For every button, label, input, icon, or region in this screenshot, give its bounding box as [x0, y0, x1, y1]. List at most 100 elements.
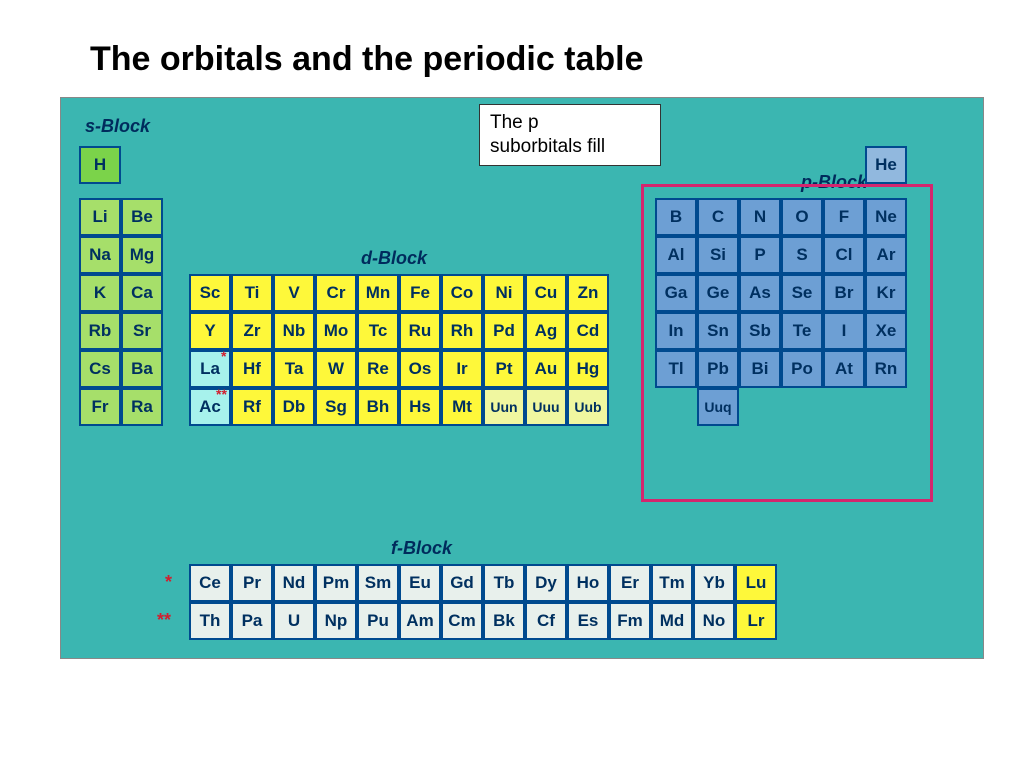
element-In: In: [655, 312, 697, 350]
element-Ti: Ti: [231, 274, 273, 312]
element-Ca: Ca: [121, 274, 163, 312]
element-Tm: Tm: [651, 564, 693, 602]
element-At: At: [823, 350, 865, 388]
element-Ga: Ga: [655, 274, 697, 312]
element-Bi: Bi: [739, 350, 781, 388]
element-Ce: Ce: [189, 564, 231, 602]
element-Mn: Mn: [357, 274, 399, 312]
element-Mo: Mo: [315, 312, 357, 350]
element-Cl: Cl: [823, 236, 865, 274]
element-Pm: Pm: [315, 564, 357, 602]
element-Zr: Zr: [231, 312, 273, 350]
lan-asterisk: *: [165, 572, 172, 593]
element-Ne: Ne: [865, 198, 907, 236]
element-Tb: Tb: [483, 564, 525, 602]
element-Ar: Ar: [865, 236, 907, 274]
element-Sg: Sg: [315, 388, 357, 426]
element-B: B: [655, 198, 697, 236]
element-W: W: [315, 350, 357, 388]
element-Fr: Fr: [79, 388, 121, 426]
element-Rh: Rh: [441, 312, 483, 350]
element-Sn: Sn: [697, 312, 739, 350]
la-asterisk-cell: *: [221, 348, 226, 364]
element-Ni: Ni: [483, 274, 525, 312]
element-Cu: Cu: [525, 274, 567, 312]
page-title: The orbitals and the periodic table: [0, 0, 1024, 97]
element-Cf: Cf: [525, 602, 567, 640]
element-Pa: Pa: [231, 602, 273, 640]
element-Tc: Tc: [357, 312, 399, 350]
element-K: K: [79, 274, 121, 312]
element-Sm: Sm: [357, 564, 399, 602]
element-Co: Co: [441, 274, 483, 312]
element-Rn: Rn: [865, 350, 907, 388]
element-He: He: [865, 146, 907, 184]
element-Rf: Rf: [231, 388, 273, 426]
element-Uuu: Uuu: [525, 388, 567, 426]
element-Ta: Ta: [273, 350, 315, 388]
element-Nd: Nd: [273, 564, 315, 602]
element-Po: Po: [781, 350, 823, 388]
element-Uub: Uub: [567, 388, 609, 426]
element-Cd: Cd: [567, 312, 609, 350]
element-U: U: [273, 602, 315, 640]
textbox-line2: suborbitals fill: [490, 136, 605, 157]
act-asterisk: **: [157, 610, 171, 631]
element-Yb: Yb: [693, 564, 735, 602]
element-Tl: Tl: [655, 350, 697, 388]
element-Ra: Ra: [121, 388, 163, 426]
element-Cs: Cs: [79, 350, 121, 388]
element-Cr: Cr: [315, 274, 357, 312]
element-Br: Br: [823, 274, 865, 312]
element-Ge: Ge: [697, 274, 739, 312]
element-Lu: Lu: [735, 564, 777, 602]
p-block-label: p-Block: [801, 172, 867, 193]
element-Hf: Hf: [231, 350, 273, 388]
element-Pr: Pr: [231, 564, 273, 602]
element-Li: Li: [79, 198, 121, 236]
element-N: N: [739, 198, 781, 236]
element-O: O: [781, 198, 823, 236]
element-Na: Na: [79, 236, 121, 274]
element-Au: Au: [525, 350, 567, 388]
element-F: F: [823, 198, 865, 236]
element-Np: Np: [315, 602, 357, 640]
element-No: No: [693, 602, 735, 640]
element-Al: Al: [655, 236, 697, 274]
element-Hs: Hs: [399, 388, 441, 426]
f-block-label: f-Block: [391, 538, 452, 559]
element-Mg: Mg: [121, 236, 163, 274]
element-H: H: [79, 146, 121, 184]
element-V: V: [273, 274, 315, 312]
textbox-line1: The p: [490, 112, 539, 133]
element-Bh: Bh: [357, 388, 399, 426]
s-block-label: s-Block: [85, 116, 150, 137]
annotation-textbox: The p suborbitals fill: [479, 104, 661, 166]
element-Sb: Sb: [739, 312, 781, 350]
element-Es: Es: [567, 602, 609, 640]
element-Uuq: Uuq: [697, 388, 739, 426]
element-Y: Y: [189, 312, 231, 350]
element-Se: Se: [781, 274, 823, 312]
element-Fm: Fm: [609, 602, 651, 640]
element-Si: Si: [697, 236, 739, 274]
element-Uun: Uun: [483, 388, 525, 426]
element-As: As: [739, 274, 781, 312]
element-Sc: Sc: [189, 274, 231, 312]
element-Pd: Pd: [483, 312, 525, 350]
element-Ba: Ba: [121, 350, 163, 388]
element-Cm: Cm: [441, 602, 483, 640]
element-Ir: Ir: [441, 350, 483, 388]
element-Be: Be: [121, 198, 163, 236]
element-Os: Os: [399, 350, 441, 388]
element-Dy: Dy: [525, 564, 567, 602]
element-Ho: Ho: [567, 564, 609, 602]
element-Er: Er: [609, 564, 651, 602]
element-Fe: Fe: [399, 274, 441, 312]
element-Pb: Pb: [697, 350, 739, 388]
element-P: P: [739, 236, 781, 274]
element-Hg: Hg: [567, 350, 609, 388]
element-Xe: Xe: [865, 312, 907, 350]
element-Ag: Ag: [525, 312, 567, 350]
element-Ru: Ru: [399, 312, 441, 350]
